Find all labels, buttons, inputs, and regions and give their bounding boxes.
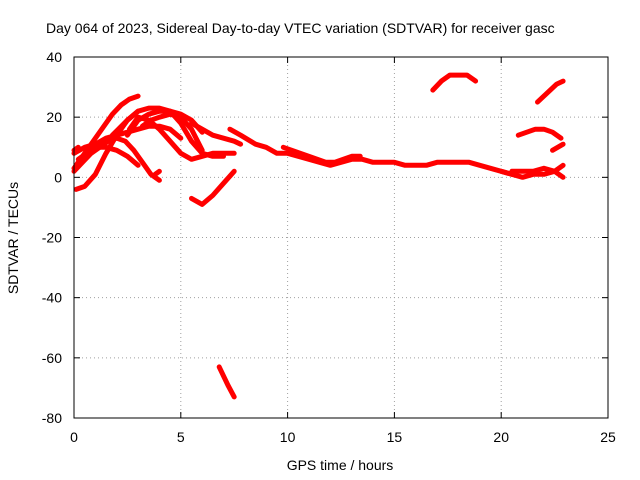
series-line-arc-20 — [515, 126, 564, 141]
y-tick-label: -80 — [42, 410, 62, 426]
y-tick-label: 0 — [54, 169, 62, 185]
series-line-arc-15 — [227, 126, 515, 177]
series-line-arc-8 — [139, 111, 205, 153]
x-axis-label: GPS time / hours — [287, 457, 394, 473]
y-axis-label: SDTVAR / TECUs — [5, 182, 21, 294]
series-line-arc-21 — [550, 141, 566, 153]
y-tick-label: -60 — [42, 350, 62, 366]
y-tick-label: -40 — [42, 290, 62, 306]
series-line-arc-9 — [75, 144, 141, 168]
y-tick-label: -20 — [42, 230, 62, 246]
x-tick-label: 0 — [70, 429, 78, 445]
series-line-arc-13 — [189, 120, 244, 147]
x-tick-label: 25 — [600, 429, 616, 445]
series-line-arc-10 — [71, 144, 81, 153]
series-line-arc-17 — [430, 72, 479, 93]
x-tick-label: 20 — [493, 429, 509, 445]
series-line-arc-11 — [152, 168, 162, 177]
y-tick-label: 40 — [46, 49, 62, 65]
series-line-arc-22 — [535, 78, 566, 105]
ticks: 0 5 10 15 20 25 -80 -60 -40 -20 0 20 40 — [42, 49, 616, 445]
y-tick-label: 20 — [46, 109, 62, 125]
series-line-arc-19 — [509, 165, 566, 180]
x-tick-label: 15 — [387, 429, 403, 445]
series-line-arc-16 — [280, 144, 363, 165]
series-line-arc-12 — [189, 168, 237, 207]
series-line-arc-14 — [216, 364, 237, 400]
series-layer — [71, 72, 566, 400]
x-tick-label: 10 — [280, 429, 296, 445]
series-line-arc-7 — [127, 114, 237, 162]
x-tick-label: 5 — [177, 429, 185, 445]
chart-title: Day 064 of 2023, Sidereal Day-to-day VTE… — [46, 20, 555, 36]
